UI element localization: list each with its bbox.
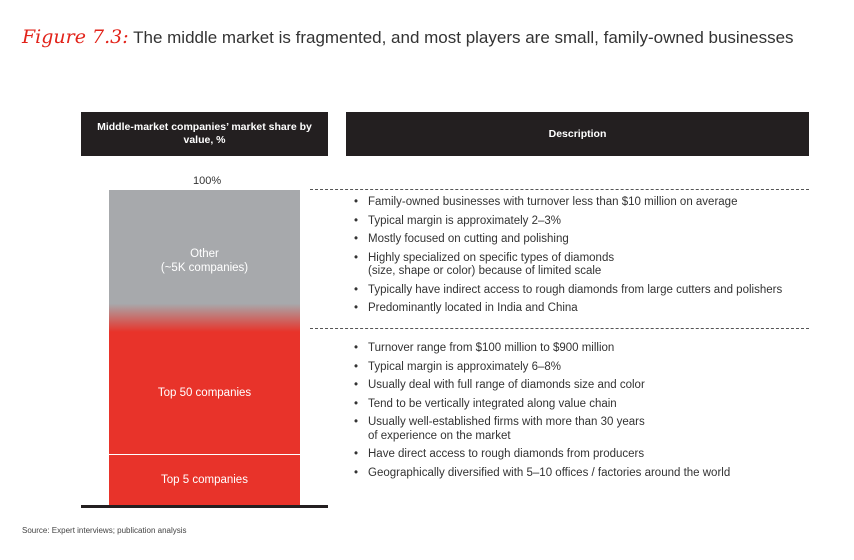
- description-bullet: Typical margin is approximately 2–3%: [352, 215, 812, 229]
- description-bullet: Family-owned businesses with turnover le…: [352, 196, 812, 210]
- description-bullet: Mostly focused on cutting and polishing: [352, 233, 812, 247]
- description-bullet: Have direct access to rough diamonds fro…: [352, 448, 812, 462]
- description-bullet: Usually deal with full range of diamonds…: [352, 379, 812, 393]
- description-list-top50: Turnover range from $100 million to $900…: [352, 342, 812, 485]
- description-bullet: Usually well-established firms with more…: [352, 416, 812, 443]
- bar-segment-1: Top 50 companies: [109, 331, 300, 455]
- bar-segment-label-1: Top 50 companies: [157, 387, 252, 400]
- description-bullet: Turnover range from $100 million to $900…: [352, 342, 812, 356]
- bar-segment-label-0: Top 5 companies: [161, 473, 248, 486]
- description-list-other: Family-owned businesses with turnover le…: [352, 196, 812, 321]
- description-bullet: Highly specialized on specific types of …: [352, 252, 812, 279]
- source-note: Source: Expert interviews; publication a…: [22, 526, 187, 535]
- description-bullet: Typical margin is approximately 6–8%: [352, 361, 812, 375]
- divider-top: [310, 189, 809, 190]
- description-bullet: Predominantly located in India and China: [352, 302, 812, 316]
- top-percent-label: 100%: [193, 175, 222, 187]
- bar-segment-2: Other (~5K companies): [109, 190, 300, 332]
- description-bullet: Tend to be vertically integrated along v…: [352, 398, 812, 412]
- right-column-header: Description: [346, 112, 809, 156]
- description-bullet: Geographically diversified with 5–10 off…: [352, 467, 812, 481]
- figure-title: Figure 7.3: The middle market is fragmen…: [22, 26, 794, 48]
- figure-label: Figure 7.3:: [22, 26, 129, 48]
- divider-middle: [310, 328, 809, 329]
- description-bullet: Typically have indirect access to rough …: [352, 284, 812, 298]
- bar-baseline: [81, 505, 328, 508]
- figure-title-text: The middle market is fragmented, and mos…: [133, 28, 794, 47]
- left-column-header: Middle-market companies’ market share by…: [81, 112, 328, 156]
- bar-segment-0: Top 5 companies: [109, 454, 300, 505]
- bar-segment-label-2: Other (~5K companies): [160, 247, 249, 274]
